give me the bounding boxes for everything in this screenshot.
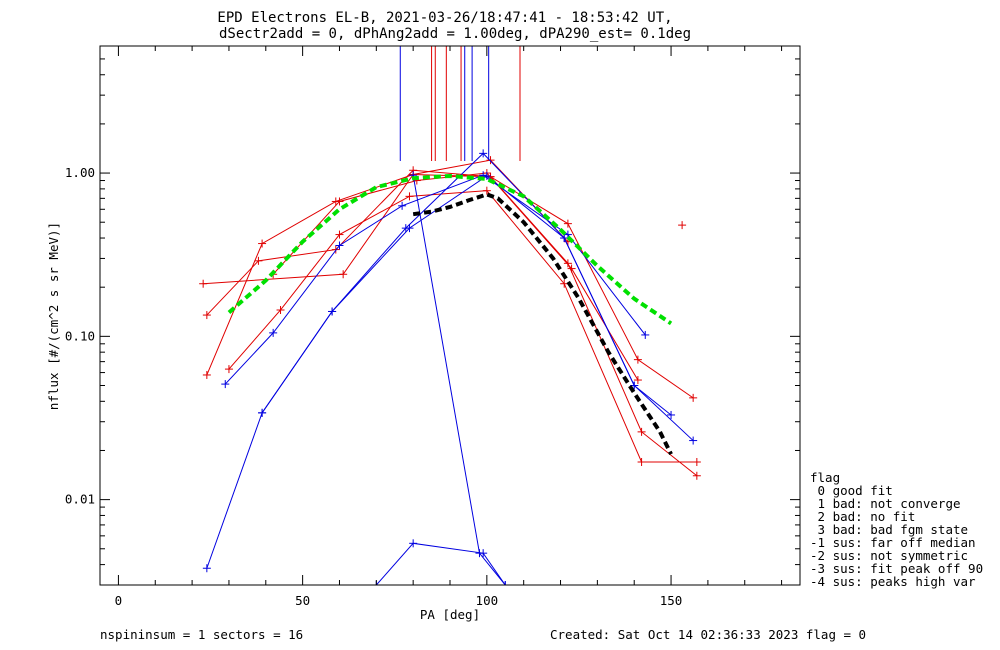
data-point (335, 197, 344, 206)
x-tick-label: 50 (295, 593, 310, 608)
fit-curve-green (227, 173, 673, 326)
data-point (405, 192, 414, 201)
flag-legend-title: flag (810, 470, 840, 485)
data-point (221, 380, 230, 389)
x-tick-label: 150 (660, 593, 683, 608)
y-axis-label: nflux [#/(cm^2 s sr MeV)] (46, 222, 61, 410)
data-point (199, 279, 208, 288)
flag-legend-item: 1 bad: not converge (810, 496, 961, 511)
flag-legend-item: -2 sus: not symmetric (810, 548, 968, 563)
data-point (224, 365, 233, 374)
flag-legend-item: -3 sus: fit peak off 90 (810, 561, 983, 576)
data-point (692, 457, 701, 466)
data-point (258, 408, 267, 417)
data-point (202, 564, 211, 573)
data-point (633, 376, 642, 385)
data-point (482, 171, 491, 180)
data-point (678, 221, 687, 230)
flag-legend-item: -4 sus: peaks high var (810, 574, 976, 589)
data-point (335, 241, 344, 250)
data-point (667, 410, 676, 419)
data-point (328, 307, 337, 316)
x-tick-label: 100 (476, 593, 499, 608)
data-point (339, 270, 348, 279)
fit-curve-black (412, 192, 673, 455)
data-point (563, 219, 572, 228)
flag-legend-item: 2 bad: no fit (810, 509, 915, 524)
data-point (475, 549, 484, 558)
series-line-red (272, 172, 639, 381)
data-point (501, 581, 510, 585)
x-tick-label: 0 (115, 593, 123, 608)
footer-left: nspininsum = 1 sectors = 16 (100, 627, 303, 642)
flag-legend-item: 0 good fit (810, 483, 893, 498)
data-point (560, 234, 569, 243)
series-line-red (228, 190, 697, 463)
data-point (269, 328, 278, 337)
series-line-red (206, 173, 698, 477)
data-point (692, 471, 701, 480)
flag-legend-item: -1 sus: far off median (810, 535, 976, 550)
data-point (560, 279, 569, 288)
series-line-blue (412, 175, 506, 585)
data-point (563, 259, 572, 268)
data-point (276, 305, 285, 314)
data-point (254, 256, 263, 265)
data-point (401, 224, 410, 233)
series-line-blue (375, 542, 506, 585)
data-point (409, 539, 418, 548)
series-line-blue (206, 152, 672, 569)
y-tick-label: 0.01 (65, 492, 95, 507)
data-point (202, 311, 211, 320)
series-line-blue (224, 174, 646, 385)
data-point (479, 149, 488, 158)
footer-right: Created: Sat Oct 14 02:36:33 2023 flag =… (550, 627, 866, 642)
y-tick-label: 1.00 (65, 165, 95, 180)
chart-title: EPD Electrons EL-B, 2021-03-26/18:47:41 … (217, 10, 672, 26)
data-point (689, 393, 698, 402)
data-point (202, 370, 211, 379)
data-point (633, 355, 642, 364)
data-point (398, 201, 407, 210)
x-axis-label: PA [deg] (420, 607, 480, 622)
flag-legend: flag 0 good fit 1 bad: not converge 2 ba… (810, 470, 983, 589)
data-point (567, 264, 576, 273)
data-point (482, 186, 491, 195)
data-point (335, 230, 344, 239)
series-line-red (206, 169, 694, 399)
data-point (637, 457, 646, 466)
data-point (637, 427, 646, 436)
data-point (486, 156, 495, 165)
chart-subtitle: dSectr2add = 0, dPhAng2add = 1.00deg, dP… (219, 26, 691, 42)
data-point (689, 436, 698, 445)
y-tick-label: 0.10 (65, 328, 95, 343)
data-layer (199, 46, 701, 585)
axis-layer: 0 50 100 150 0.01 0.10 1.00 (65, 46, 800, 608)
flag-legend-item: 3 bad: bad fgm state (810, 522, 968, 537)
data-point (641, 330, 650, 339)
data-point (258, 239, 267, 248)
